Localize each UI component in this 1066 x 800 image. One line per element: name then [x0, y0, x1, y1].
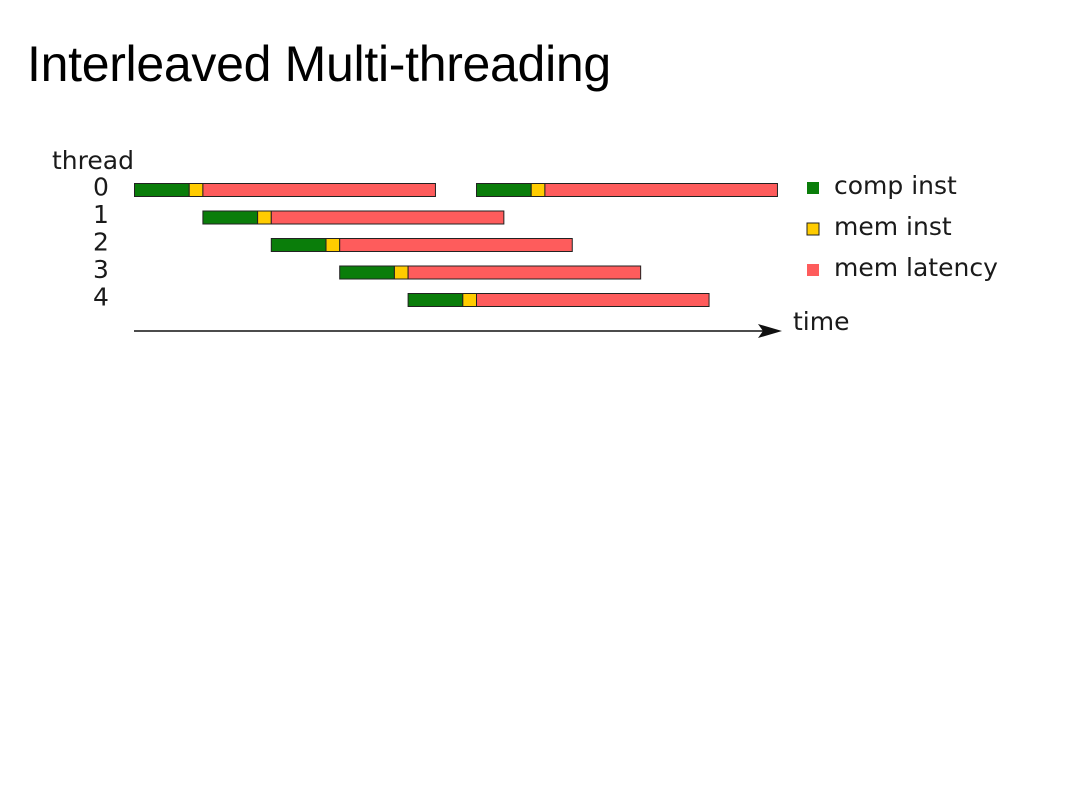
thread-1-comp-segment-0	[202, 210, 259, 225]
thread-4-mem-inst-segment-1	[462, 293, 478, 307]
thread-0-mem-inst-segment-4	[530, 183, 546, 197]
legend-swatch-mem-latency	[807, 264, 819, 276]
thread-0-comp-segment-3	[476, 183, 532, 197]
thread-label-0: 0	[93, 173, 109, 202]
legend-swatch-comp	[807, 182, 819, 194]
legend-swatch-mem-inst	[806, 222, 820, 236]
legend: comp inst mem inst mem latency	[806, 171, 998, 282]
thread-3-mem-inst-segment-1	[393, 265, 409, 280]
thread-label-1: 1	[93, 200, 109, 229]
thread-label-2: 2	[93, 228, 109, 257]
thread-2-mem-inst-segment-1	[325, 238, 341, 252]
slide-title: Interleaved Multi-threading	[27, 36, 611, 92]
thread-label-4: 4	[93, 283, 109, 312]
thread-2-mem-latency-segment-2	[339, 238, 573, 252]
thread-2-comp-segment-0	[270, 238, 327, 252]
thread-3-comp-segment-0	[339, 265, 395, 280]
thread-0-mem-latency-segment-2	[202, 183, 436, 197]
thread-0-mem-inst-segment-1	[188, 183, 204, 197]
legend-label-mem-latency: mem latency	[834, 253, 998, 282]
thread-4-mem-latency-segment-2	[476, 293, 710, 307]
time-axis-arrowhead	[758, 324, 782, 338]
time-axis: time	[134, 307, 849, 338]
thread-label-3: 3	[93, 255, 109, 284]
thread-0-comp-segment-0	[134, 183, 190, 197]
thread-3-mem-latency-segment-2	[407, 265, 642, 280]
thread-0-mem-latency-segment-5	[544, 183, 778, 197]
thread-1-mem-latency-segment-2	[270, 210, 505, 225]
legend-label-mem-inst: mem inst	[834, 212, 952, 241]
thread-bars	[134, 183, 778, 307]
thread-4-comp-segment-0	[407, 293, 464, 307]
thread-1-mem-inst-segment-1	[257, 210, 272, 225]
y-axis-label: thread	[52, 146, 134, 175]
legend-label-comp: comp inst	[834, 171, 957, 200]
x-axis-label: time	[793, 307, 849, 336]
